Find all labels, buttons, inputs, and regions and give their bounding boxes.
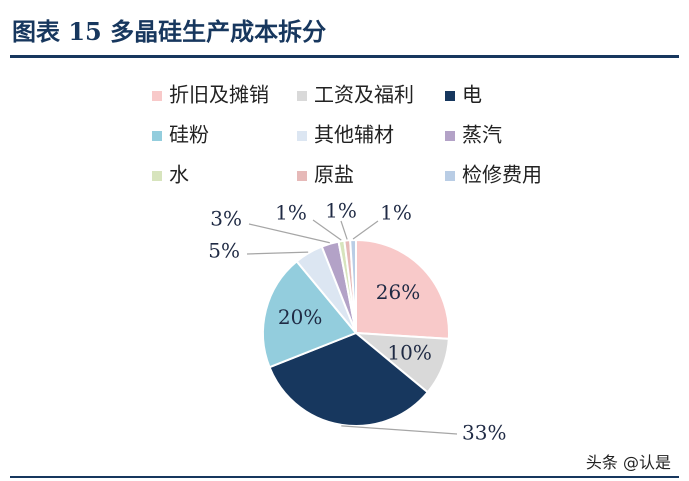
legend-label: 硅粉 — [169, 123, 209, 147]
legend-label: 原盐 — [314, 163, 354, 187]
slice-label: 10% — [387, 341, 431, 365]
slice-label: 5% — [208, 239, 240, 263]
legend-label: 工资及福利 — [314, 83, 414, 107]
legend-swatch — [152, 91, 162, 101]
slice-label: 1% — [275, 201, 307, 225]
pie-slice — [268, 331, 430, 427]
leader-line — [248, 223, 330, 244]
legend-label: 蒸汽 — [462, 123, 502, 147]
legend-swatch — [445, 131, 455, 141]
legend-swatch — [152, 131, 162, 141]
legend-swatch — [297, 91, 307, 101]
slice-label: 20% — [278, 305, 322, 329]
leader-line — [340, 220, 348, 240]
leader-line — [341, 425, 458, 435]
legend-swatch — [297, 171, 307, 181]
legend-label: 检修费用 — [462, 163, 542, 187]
figure-title: 图表 15 多晶硅生产成本拆分 — [12, 17, 327, 46]
leader-line — [352, 220, 379, 240]
leader-line — [246, 251, 309, 255]
leader-line — [312, 219, 342, 241]
legend-swatch — [445, 91, 455, 101]
legend-swatch — [152, 171, 162, 181]
slice-label: 1% — [325, 199, 357, 223]
watermark: 头条 @认是 — [585, 453, 671, 472]
title-rule — [10, 55, 679, 58]
legend-label: 水 — [169, 163, 189, 187]
pie-slice — [355, 238, 450, 340]
legend-label: 折旧及摊销 — [169, 83, 269, 107]
bottom-rule — [10, 476, 679, 478]
legend-label: 电 — [462, 83, 482, 107]
slice-label: 3% — [210, 207, 242, 231]
legend-swatch — [297, 131, 307, 141]
legend-swatch — [445, 171, 455, 181]
slice-label: 33% — [462, 421, 506, 445]
slice-label: 1% — [380, 201, 412, 225]
slice-label: 26% — [376, 280, 420, 304]
legend-label: 其他辅材 — [314, 123, 394, 147]
pie-slice — [262, 259, 358, 369]
pie-slice — [349, 238, 357, 334]
